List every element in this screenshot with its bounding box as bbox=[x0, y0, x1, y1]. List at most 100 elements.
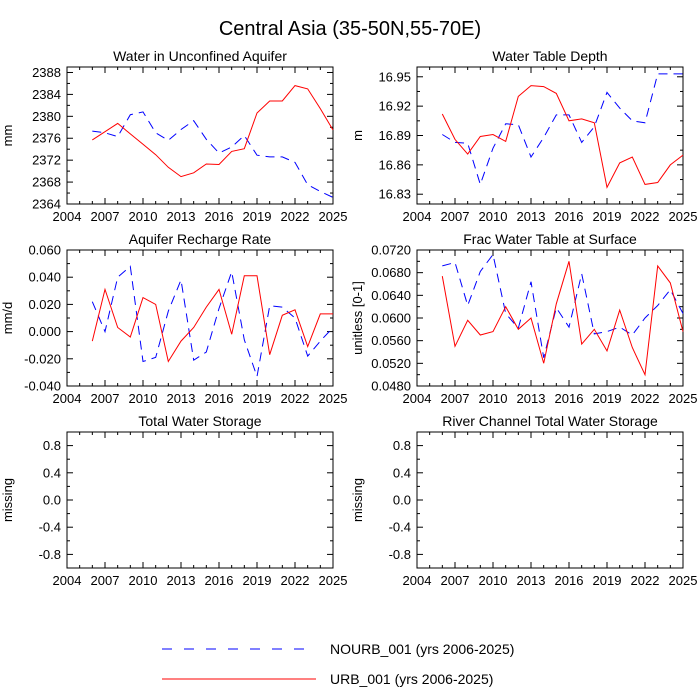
y-axis-label: mm bbox=[0, 125, 15, 147]
panel-title: River Channel Total Water Storage bbox=[442, 413, 658, 429]
panel-1: Water in Unconfined Aquifer mm 2004 2007 201… bbox=[0, 48, 347, 224]
x-tick-label: 2019 bbox=[243, 209, 272, 224]
y-tick-label: 0.0 bbox=[393, 493, 411, 508]
panel-5: Total Water Storage missing 2004 2007 2010 20… bbox=[0, 413, 347, 588]
series-line-urb bbox=[92, 85, 334, 178]
y-tick-label: 2368 bbox=[32, 175, 61, 190]
x-tick-label: 2025 bbox=[319, 391, 348, 406]
y-tick-label: 0.0680 bbox=[371, 265, 411, 280]
y-tick-label: 0.0520 bbox=[371, 356, 411, 371]
x-tick-label: 2019 bbox=[243, 391, 272, 406]
plot-frame bbox=[66, 66, 334, 205]
x-tick-label: 2013 bbox=[517, 391, 546, 406]
panel-title: Frac Water Table at Surface bbox=[463, 231, 637, 247]
plot-frame bbox=[66, 431, 334, 569]
y-tick-label: 16.92 bbox=[378, 99, 411, 114]
x-tick-label: 2013 bbox=[167, 209, 196, 224]
series-line-nourb bbox=[92, 111, 334, 198]
x-tick-label: 2022 bbox=[281, 209, 310, 224]
panel-6: River Channel Total Water Storage missing… bbox=[350, 413, 697, 588]
y-tick-label: 0.0720 bbox=[371, 243, 411, 258]
x-tick-label: 2013 bbox=[167, 391, 196, 406]
x-tick-label: 2025 bbox=[319, 573, 348, 588]
x-tick-label: 2007 bbox=[91, 391, 120, 406]
x-tick-label: 2013 bbox=[517, 573, 546, 588]
y-tick-label: -0.8 bbox=[389, 547, 411, 562]
y-tick-label: -0.020 bbox=[24, 351, 61, 366]
y-tick-label: 0.8 bbox=[393, 438, 411, 453]
y-tick-label: 0.0480 bbox=[371, 379, 411, 394]
x-tick-label: 2010 bbox=[129, 573, 158, 588]
x-tick-label: 2016 bbox=[555, 209, 584, 224]
series-line-urb bbox=[441, 85, 684, 189]
x-tick-label: 2004 bbox=[53, 209, 82, 224]
y-tick-label: 2372 bbox=[32, 153, 61, 168]
y-axis-label: m bbox=[350, 130, 365, 141]
panel-title: Total Water Storage bbox=[138, 413, 261, 429]
x-tick-label: 2025 bbox=[669, 573, 698, 588]
x-tick-label: 2010 bbox=[129, 209, 158, 224]
y-tick-label: 0.0600 bbox=[371, 311, 411, 326]
x-tick-label: 2019 bbox=[593, 209, 622, 224]
y-tick-label: 16.89 bbox=[378, 128, 411, 143]
panel-2: Water Table Depth m 2004 2007 2010 2013 2016 20… bbox=[350, 48, 697, 224]
x-tick-label: 2007 bbox=[441, 573, 470, 588]
y-tick-label: -0.040 bbox=[24, 379, 61, 394]
y-tick-label: 2388 bbox=[32, 65, 61, 80]
x-tick-label: 2025 bbox=[669, 391, 698, 406]
y-tick-label: 0.0 bbox=[43, 493, 61, 508]
y-tick-label: 0.0560 bbox=[371, 333, 411, 348]
series-line-nourb bbox=[442, 253, 684, 358]
x-tick-label: 2007 bbox=[91, 573, 120, 588]
plot-frame bbox=[416, 66, 684, 205]
y-tick-label: 0.4 bbox=[43, 465, 61, 480]
x-tick-label: 2022 bbox=[631, 209, 660, 224]
legend-label-urb: URB_001 (yrs 2006-2025) bbox=[330, 671, 493, 687]
x-tick-label: 2010 bbox=[129, 391, 158, 406]
series-line-urb bbox=[91, 275, 333, 363]
figure-title: Central Asia (35-50N,55-70E) bbox=[219, 18, 481, 40]
x-tick-label: 2004 bbox=[403, 209, 432, 224]
y-tick-label: 2364 bbox=[32, 197, 61, 212]
x-tick-label: 2013 bbox=[517, 209, 546, 224]
y-axis-label: unitless [0-1] bbox=[350, 281, 365, 355]
x-tick-label: 2022 bbox=[281, 573, 310, 588]
x-tick-label: 2013 bbox=[167, 573, 196, 588]
y-tick-label: -0.8 bbox=[39, 547, 61, 562]
x-tick-label: 2025 bbox=[669, 209, 698, 224]
panel-4: Frac Water Table at Surface unitless [0-1… bbox=[350, 231, 697, 406]
series-line-nourb bbox=[91, 265, 334, 379]
x-tick-label: 2007 bbox=[441, 209, 470, 224]
x-tick-label: 2004 bbox=[53, 391, 82, 406]
panel-title: Water Table Depth bbox=[492, 48, 607, 64]
y-tick-label: 16.86 bbox=[378, 157, 411, 172]
legend: NOURB_001 (yrs 2006-2025) URB_001 (yrs 20… bbox=[162, 641, 514, 687]
x-tick-label: 2025 bbox=[319, 209, 348, 224]
y-tick-label: -0.4 bbox=[389, 520, 411, 535]
x-tick-label: 2016 bbox=[555, 391, 584, 406]
panel-title: Water in Unconfined Aquifer bbox=[113, 48, 287, 64]
x-tick-label: 2010 bbox=[479, 573, 508, 588]
x-tick-label: 2007 bbox=[91, 209, 120, 224]
x-tick-label: 2019 bbox=[593, 391, 622, 406]
x-tick-label: 2007 bbox=[441, 391, 470, 406]
x-tick-label: 2016 bbox=[205, 209, 234, 224]
y-tick-label: 0.000 bbox=[28, 324, 61, 339]
y-tick-label: 0.0640 bbox=[371, 288, 411, 303]
y-tick-label: 0.8 bbox=[43, 438, 61, 453]
y-axis-label: mm/d bbox=[0, 302, 15, 335]
x-tick-label: 2019 bbox=[593, 573, 622, 588]
y-tick-label: 0.4 bbox=[393, 465, 411, 480]
x-tick-label: 2010 bbox=[479, 209, 508, 224]
y-tick-label: 0.060 bbox=[28, 243, 61, 258]
plot-frame bbox=[416, 431, 684, 569]
panel-title: Aquifer Recharge Rate bbox=[129, 231, 272, 247]
x-tick-label: 2004 bbox=[403, 391, 432, 406]
x-tick-label: 2022 bbox=[281, 391, 310, 406]
y-tick-label: 16.95 bbox=[378, 69, 411, 84]
x-tick-label: 2019 bbox=[243, 573, 272, 588]
y-tick-label: 2376 bbox=[32, 131, 61, 146]
panel-3: Aquifer Recharge Rate mm/d 2004 2007 2010 201… bbox=[0, 231, 347, 406]
x-tick-label: 2022 bbox=[631, 573, 660, 588]
x-tick-label: 2010 bbox=[479, 391, 508, 406]
